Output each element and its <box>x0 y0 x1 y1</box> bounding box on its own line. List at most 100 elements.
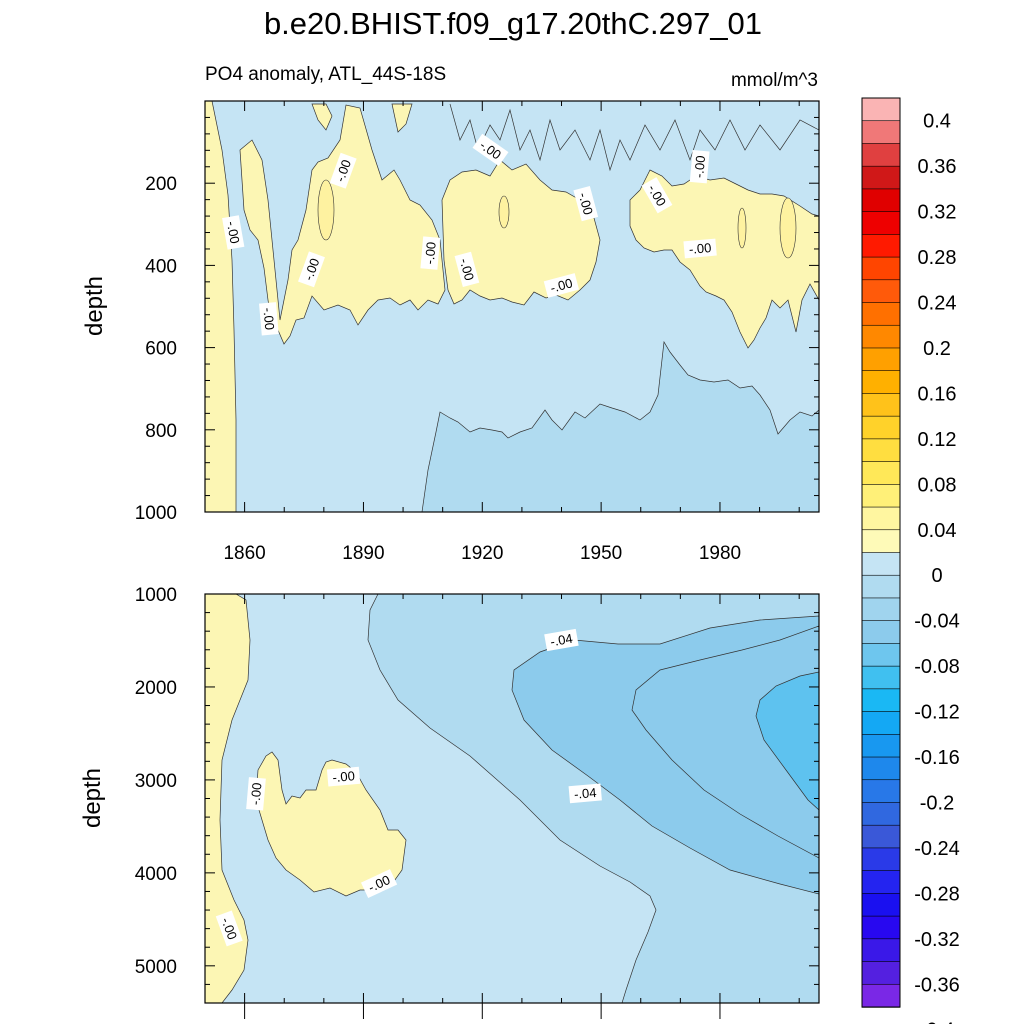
colorbar-swatch <box>861 234 901 258</box>
upper-yellow-region-c <box>629 169 819 349</box>
colorbar-swatch <box>861 552 901 576</box>
colorbar-swatch <box>861 620 901 645</box>
lower-contour-label-bg <box>215 910 243 947</box>
upper-contour-label-bg <box>543 273 580 298</box>
upper-y-tick-label: 400 <box>145 256 177 277</box>
colorbar-label: -0.4 <box>920 1020 954 1024</box>
upper-contour-label: -.00 <box>689 150 710 184</box>
colorbar-swatch <box>861 347 901 372</box>
upper-contour-label-text: -.00 <box>301 256 323 282</box>
colorbar-swatch <box>861 597 901 622</box>
lower-contour-label: -.00 <box>246 777 266 811</box>
upper-contour-label-text: -.00 <box>332 158 354 184</box>
colorbar-swatch <box>861 847 901 872</box>
colorbar-swatch <box>861 120 901 145</box>
upper-contour-label-bg <box>329 152 357 189</box>
upper-contour-label-bg <box>259 302 279 336</box>
colorbar-swatch <box>861 915 901 940</box>
colorbar-swatch <box>861 461 901 486</box>
upper-contour-label: -.00 <box>573 185 599 222</box>
upper-contour-label-bg <box>689 150 710 184</box>
lower-y-tick-label: 5000 <box>135 957 177 978</box>
upper-subtitle-left: PO4 anomaly, ATL_44S-18S <box>205 64 446 85</box>
colorbar-swatch <box>861 643 901 667</box>
colorbar-label: -0.04 <box>914 611 960 633</box>
upper-contour-label-bg <box>573 185 599 222</box>
lower-yellow-blob <box>255 751 407 897</box>
upper-yellow-blob-2 <box>391 103 413 133</box>
lower-contour-label-text: -.04 <box>549 631 574 650</box>
colorbar-label: -0.08 <box>914 656 960 678</box>
colorbar-swatch <box>861 506 901 531</box>
upper-contour-labels: -.00 -.00 -.00 -.00 -.00 -.00 -.00 -.00 -.00 -.00… <box>222 133 717 336</box>
upper-contour-label-bg <box>454 251 480 288</box>
upper-contour-label: -.00 <box>420 236 441 270</box>
upper-contour-label-text: -.00 <box>576 191 596 217</box>
colorbar-label: 0 <box>931 565 942 587</box>
colorbar-swatch <box>861 529 901 554</box>
lower-contour-label-bg <box>326 766 361 787</box>
upper-contour-label-text: -.00 <box>422 241 439 265</box>
upper-contour-label-bg <box>298 251 325 288</box>
upper-contour-label: -.00 <box>222 215 245 250</box>
lower-contour-label: -.00 <box>215 910 243 947</box>
upper-contour-label-text: -.00 <box>549 275 575 295</box>
lower-contour-label-bg <box>544 628 579 652</box>
upper-y-tick-label: 1000 <box>135 503 177 524</box>
colorbar-swatch <box>861 779 901 804</box>
colorbar-label: -0.16 <box>914 747 960 769</box>
lower-contour-label-bg <box>360 869 398 899</box>
colorbar-label: 0.28 <box>918 247 957 269</box>
lower-contour-label: -.00 <box>326 766 361 787</box>
colorbar-swatch <box>861 802 901 826</box>
upper-x-tick-label: 1890 <box>342 543 384 564</box>
lower-contour-label: -.04 <box>544 628 579 652</box>
colorbar-label: -0.36 <box>914 974 960 996</box>
lower-y-tick-label: 4000 <box>135 864 177 885</box>
lower-contour-label-text: -.00 <box>248 782 265 806</box>
colorbar-label: -0.28 <box>914 883 960 905</box>
upper-y-tick-label: 800 <box>145 421 177 442</box>
lower-y-tick-label: 1000 <box>135 585 177 606</box>
upper-contour-label-bg <box>420 236 441 270</box>
upper-contour-label-bg <box>222 215 245 250</box>
colorbar-label: 0.24 <box>918 293 957 315</box>
figure-title: b.e20.BHIST.f09_g17.20thC.297_01 <box>264 6 762 41</box>
lower-y-axis-label: depth <box>79 768 106 828</box>
upper-x-tick-label: 1950 <box>580 543 622 564</box>
colorbar-label: 0.32 <box>918 202 957 224</box>
colorbar-label: 0.12 <box>918 429 957 451</box>
colorbar-swatch <box>861 165 901 190</box>
colorbar-swatch <box>861 665 901 690</box>
colorbar-swatch <box>861 211 901 236</box>
colorbar-swatch <box>861 938 901 963</box>
colorbar-swatch <box>861 961 901 985</box>
lower-contour-label: -.00 <box>360 869 398 899</box>
colorbar-label: -0.24 <box>914 838 960 860</box>
upper-surface-contour <box>449 103 819 172</box>
lower-core-region <box>755 671 819 811</box>
upper-contour-label: -.00 <box>259 302 279 336</box>
lower-contour-label-bg <box>568 783 602 804</box>
colorbar-label: 0.16 <box>918 383 957 405</box>
colorbar-swatch <box>861 302 901 326</box>
upper-yellow-region-a <box>239 104 446 345</box>
colorbar-swatch <box>861 438 901 463</box>
upper-axes: 200 400 600 800 1000 1860 1890 1920 1950 1980 <box>135 100 819 564</box>
lower-contour-label-bg <box>246 777 266 811</box>
colorbar-swatch <box>861 279 901 304</box>
colorbar-swatch <box>861 711 901 736</box>
lower-axes: 1000 2000 3000 4000 5000 <box>135 585 819 1019</box>
upper-contour-label-text: -.00 <box>691 155 708 179</box>
colorbar-swatch <box>861 97 901 122</box>
lower-deepest-region <box>631 625 819 859</box>
upper-contour-label-bg <box>683 238 717 259</box>
upper-subtitle-right: mmol/m^3 <box>731 70 818 91</box>
colorbar-swatch <box>861 983 901 1008</box>
upper-contour-label: -.00 <box>543 273 580 298</box>
colorbar-label: -0.32 <box>914 929 960 951</box>
colorbar-label: -0.2 <box>920 792 954 814</box>
colorbar-label: 0.2 <box>923 338 951 360</box>
upper-left-yellow-strip <box>205 101 237 512</box>
